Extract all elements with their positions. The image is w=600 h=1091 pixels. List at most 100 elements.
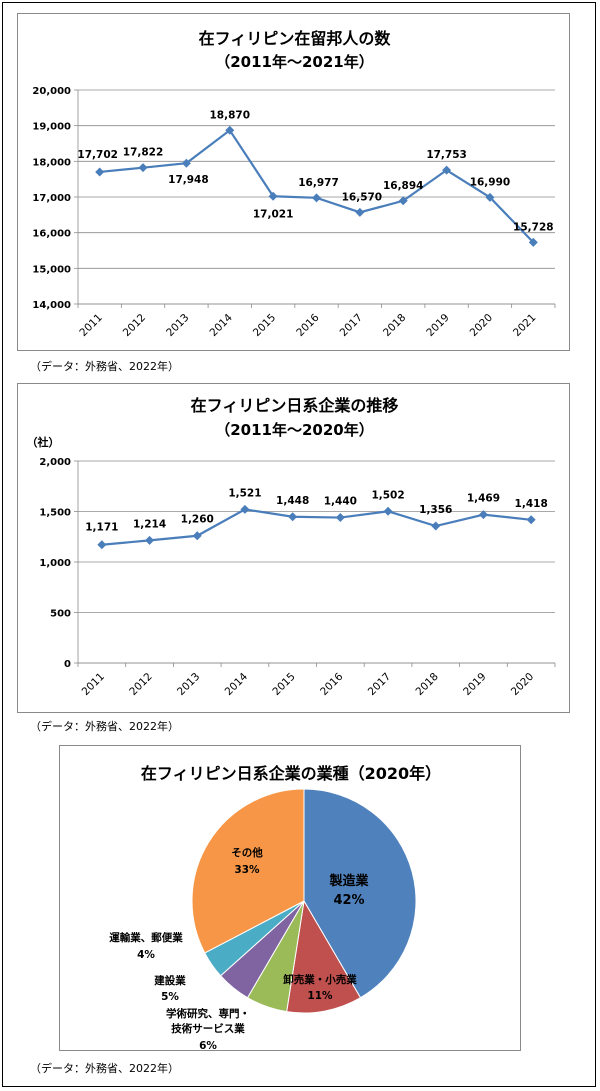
data-label: 1,356 xyxy=(419,504,452,516)
chart-companies: 在フィリピン日系企業の推移 （2011年～2020年） （社） 0 500 1,000 1,… xyxy=(17,383,570,713)
source-note: （データ：外務省、2022年） xyxy=(30,360,179,373)
data-label: 1,502 xyxy=(371,489,404,501)
x-tick-label: 2014 xyxy=(223,670,251,698)
slice-name: 技術サービス業 xyxy=(171,1022,245,1035)
x-tick-label: 2012 xyxy=(127,671,154,698)
data-label: 17,021 xyxy=(253,208,294,220)
data-point xyxy=(225,125,235,135)
y-tick-label: 16,000 xyxy=(32,229,71,240)
y-tick-label: 14,000 xyxy=(32,300,71,311)
chart-subtitle: （2011年～2020年） xyxy=(215,421,374,439)
data-point xyxy=(528,237,538,247)
x-tick-label: 2017 xyxy=(338,312,365,339)
data-label: 1,440 xyxy=(324,496,357,508)
data-point xyxy=(478,510,488,520)
y-tick-label: 20,000 xyxy=(32,86,71,97)
data-point xyxy=(192,531,202,541)
y-tick-label: 1,000 xyxy=(39,558,71,569)
data-label: 17,822 xyxy=(123,147,164,159)
y-tick-label: 18,000 xyxy=(32,157,71,168)
data-point xyxy=(138,163,148,173)
x-tick-label: 2012 xyxy=(121,312,148,339)
slice-percent: 42% xyxy=(333,893,364,908)
data-point xyxy=(181,158,191,168)
data-point xyxy=(383,506,393,516)
y-tick-label: 2,000 xyxy=(39,457,71,468)
data-point xyxy=(312,193,321,203)
slice-name: その他 xyxy=(231,846,263,859)
source-note: （データ：外務省、2022年） xyxy=(30,720,179,733)
x-tick-label: 2020 xyxy=(509,671,536,698)
x-tick-label: 2015 xyxy=(270,671,297,698)
chart-residents: 在フィリピン在留邦人の数 （2011年～2021年） 14,000 15,000 16,… xyxy=(17,13,570,351)
data-label: 1,521 xyxy=(228,487,261,499)
x-tick-label: 2017 xyxy=(366,671,393,698)
x-tick-label: 2019 xyxy=(461,671,488,698)
x-tick-label: 2020 xyxy=(468,312,495,339)
pie-slice xyxy=(191,788,305,954)
chart-title: 在フィリピン日系企業の推移 xyxy=(191,396,399,415)
data-point xyxy=(145,535,155,545)
x-tick-label: 2019 xyxy=(424,312,451,339)
x-tick-label: 2011 xyxy=(77,312,104,339)
data-label: 17,948 xyxy=(168,174,209,186)
residents-line-chart: 在フィリピン在留邦人の数 （2011年～2021年） 14,000 15,000 16,… xyxy=(32,29,556,339)
data-label: 1,214 xyxy=(133,518,166,530)
slice-percent: 5% xyxy=(161,991,179,1003)
series-line xyxy=(101,508,532,546)
chart-subtitle: （2011年～2021年） xyxy=(215,53,374,71)
data-label: 16,894 xyxy=(383,180,424,192)
slice-name: 建設業 xyxy=(153,974,186,987)
y-tick-label: 500 xyxy=(50,609,71,620)
pie-slice xyxy=(286,899,362,1014)
y-tick-label: 19,000 xyxy=(32,122,71,133)
y-tick-label: 0 xyxy=(64,659,71,670)
industries-pie-chart: 在フィリピン日系企業の業種（2020年） 製造業 42% 卸売業・小売業 11% 学術研究… xyxy=(109,764,441,1052)
x-tick-label: 2015 xyxy=(251,312,278,339)
y-unit-label: （社） xyxy=(27,435,60,449)
data-point xyxy=(95,167,105,177)
slice-name: 運輸業、郵便業 xyxy=(109,931,183,944)
slice-percent: 33% xyxy=(234,864,260,876)
slice-name: 卸売業・小売業 xyxy=(283,973,357,986)
slice-name: 学術研究、専門・ xyxy=(166,1007,250,1020)
data-point xyxy=(442,165,452,175)
x-tick-label: 2018 xyxy=(381,312,408,339)
x-tick-label: 2014 xyxy=(208,311,236,339)
chart-title: 在フィリピン在留邦人の数 xyxy=(199,29,392,48)
data-point xyxy=(485,192,495,202)
x-tick-label: 2016 xyxy=(294,311,322,339)
data-point xyxy=(288,512,298,522)
data-label: 17,702 xyxy=(77,149,118,161)
companies-line-chart: 在フィリピン日系企業の推移 （2011年～2020年） （社） 0 500 1,000 1,… xyxy=(27,396,556,698)
y-tick-label: 17,000 xyxy=(32,193,71,204)
data-label: 18,870 xyxy=(210,109,251,121)
source-note: （データ：外務省、2022年） xyxy=(30,1062,179,1075)
slice-name: 製造業 xyxy=(328,873,369,889)
data-label: 17,753 xyxy=(426,149,467,161)
data-label: 1,469 xyxy=(467,493,500,505)
x-tick-label: 2013 xyxy=(175,671,202,698)
x-tick-label: 2013 xyxy=(164,312,191,339)
slice-percent: 6% xyxy=(199,1040,217,1052)
x-tick-label: 2018 xyxy=(413,671,440,698)
data-label: 1,448 xyxy=(276,495,309,507)
data-point xyxy=(335,513,345,523)
chart-title: 在フィリピン日系企業の業種（2020年） xyxy=(141,764,441,783)
data-label: 1,171 xyxy=(85,522,118,534)
y-tick-label: 1,500 xyxy=(39,508,71,519)
data-point xyxy=(355,207,365,217)
slice-percent: 11% xyxy=(307,990,333,1002)
data-point xyxy=(240,504,250,514)
x-tick-label: 2021 xyxy=(511,312,538,339)
y-tick-label: 15,000 xyxy=(32,264,71,275)
data-label: 16,570 xyxy=(342,191,383,203)
data-label: 16,990 xyxy=(470,176,511,188)
data-label: 1,418 xyxy=(515,498,548,510)
x-tick-label: 2011 xyxy=(80,671,107,698)
data-point xyxy=(97,540,107,550)
x-tick-label: 2016 xyxy=(318,670,346,698)
chart-industries: 在フィリピン日系企業の業種（2020年） 製造業 42% 卸売業・小売業 11% 学術研究… xyxy=(59,745,521,1052)
data-point xyxy=(431,521,441,531)
